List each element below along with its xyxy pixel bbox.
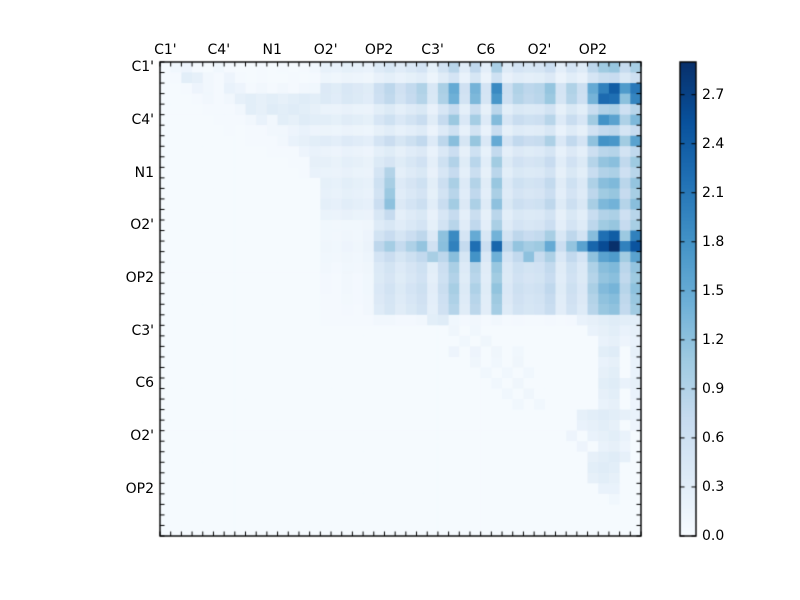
x-axis-tick-label: O2' xyxy=(527,42,552,58)
x-axis-tick-label: N1 xyxy=(262,42,282,58)
x-axis-tick-label: C6 xyxy=(476,42,496,58)
y-axis-tick-label: OP2 xyxy=(125,480,154,497)
x-axis-tick-label: C1' xyxy=(154,42,177,58)
y-axis-tick-label: C6 xyxy=(135,375,154,392)
y-axis-tick-label: O2' xyxy=(130,217,154,234)
x-axis-tick-label: OP2 xyxy=(364,42,394,58)
colorbar-tick-label: 0.0 xyxy=(702,528,725,544)
y-axis-tick-label: C3' xyxy=(131,322,154,339)
y-axis-tick-label: OP2 xyxy=(125,269,154,286)
colorbar-tick-label: 1.8 xyxy=(702,233,725,250)
colorbar-tick-label: 2.1 xyxy=(702,184,725,201)
x-axis-tick-label: C3' xyxy=(421,42,444,58)
colorbar-tick-label: 2.4 xyxy=(702,135,725,152)
colorbar-tick-label: 0.3 xyxy=(702,478,725,495)
colorbar-tick-label: 1.5 xyxy=(702,282,725,299)
colorbar-tick-label: 1.2 xyxy=(702,331,725,348)
y-axis-tick-label: N1 xyxy=(134,164,154,181)
x-axis-tick-label: O2' xyxy=(313,42,338,58)
y-axis-tick-label: C1' xyxy=(131,59,154,76)
x-axis-tick-label: C4' xyxy=(207,42,231,58)
y-axis-tick-label: C4' xyxy=(131,111,154,128)
x-axis-tick-label: OP2 xyxy=(578,42,608,58)
colorbar-tick-label: 0.9 xyxy=(702,380,725,397)
colorbar-tick-label: 0.6 xyxy=(702,429,725,446)
colorbar-tick-label: 2.7 xyxy=(702,86,725,103)
y-axis-tick-label: O2' xyxy=(130,427,154,444)
